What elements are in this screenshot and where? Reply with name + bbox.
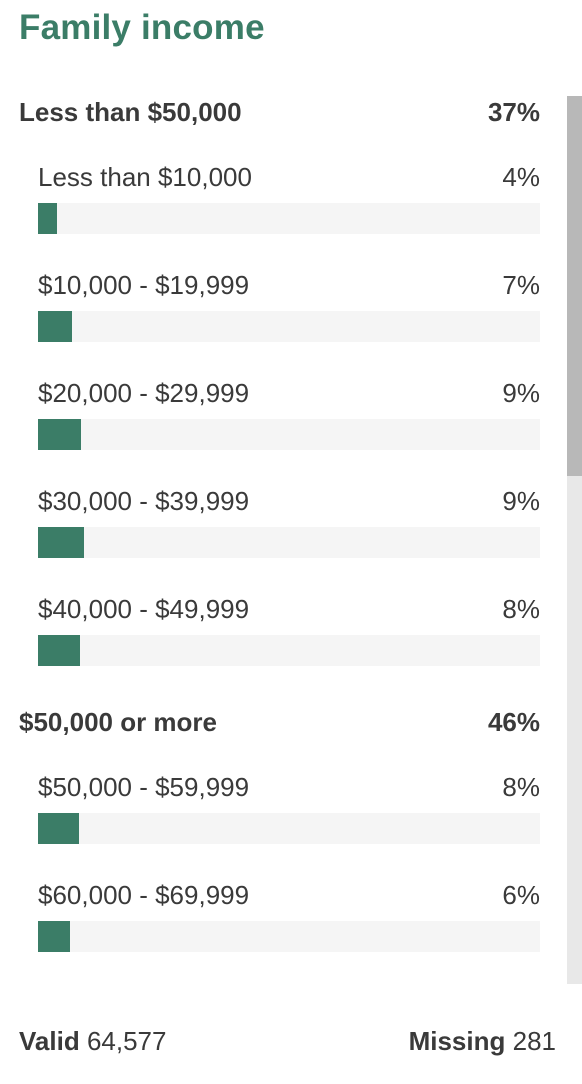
- missing-count: Missing 281: [409, 1026, 556, 1057]
- bar-percent: 8%: [502, 594, 540, 624]
- bar-item: $20,000 - $29,999 9%: [38, 378, 540, 474]
- bar: [38, 635, 80, 666]
- valid-value: 64,577: [86, 1026, 167, 1056]
- bar-item: $30,000 - $39,999 9%: [38, 486, 540, 582]
- bar-item: Less than $10,000 4%: [38, 162, 540, 258]
- distribution-list[interactable]: Less than $50,000 37% Less than $10,000 4% $…: [0, 84, 582, 984]
- panel-title: Family income: [19, 8, 265, 47]
- group-header: Less than $50,000 37%: [19, 92, 540, 132]
- group-percent: 37%: [487, 96, 540, 127]
- bar: [38, 203, 57, 234]
- bar-label: $40,000 - $49,999: [38, 594, 250, 624]
- bar: [38, 311, 72, 342]
- bar-track: [38, 203, 540, 234]
- missing-label: Missing: [408, 1026, 506, 1056]
- group-label: $50,000 or more: [19, 706, 218, 737]
- group-header: $50,000 or more 46%: [19, 702, 540, 742]
- group-percent: 46%: [487, 706, 540, 737]
- missing-value: 281: [512, 1026, 556, 1056]
- valid-label: Valid: [19, 1026, 80, 1056]
- bar-label: $10,000 - $19,999: [38, 270, 250, 300]
- bar-label: $60,000 - $69,999: [38, 880, 250, 910]
- bar-item: $50,000 - $59,999 8%: [38, 772, 540, 868]
- bar-track: [38, 921, 540, 952]
- bar: [38, 921, 70, 952]
- bar-item: $40,000 - $49,999 8%: [38, 594, 540, 690]
- bar-track: [38, 527, 540, 558]
- bar-label: $20,000 - $29,999: [38, 378, 250, 408]
- bar-item: $60,000 - $69,999 6%: [38, 880, 540, 976]
- bar-track: [38, 311, 540, 342]
- bar-percent: 4%: [502, 162, 540, 192]
- valid-count: Valid 64,577: [19, 1026, 166, 1057]
- bar-item: $10,000 - $19,999 7%: [38, 270, 540, 366]
- bar: [38, 527, 84, 558]
- bar-track: [38, 813, 540, 844]
- bar-percent: 8%: [502, 772, 540, 802]
- group-label: Less than $50,000: [19, 96, 242, 127]
- bar-label: $50,000 - $59,999: [38, 772, 250, 802]
- bar: [38, 813, 79, 844]
- bar-label: $30,000 - $39,999: [38, 486, 250, 516]
- scrollbar[interactable]: [567, 96, 582, 984]
- bar-percent: 9%: [502, 378, 540, 408]
- bar-track: [38, 635, 540, 666]
- bar-percent: 7%: [502, 270, 540, 300]
- bar-track: [38, 419, 540, 450]
- bar-percent: 6%: [502, 880, 540, 910]
- bar-label: Less than $10,000: [38, 162, 252, 192]
- bar: [38, 419, 81, 450]
- bar-percent: 9%: [502, 486, 540, 516]
- scrollbar-thumb[interactable]: [567, 96, 582, 476]
